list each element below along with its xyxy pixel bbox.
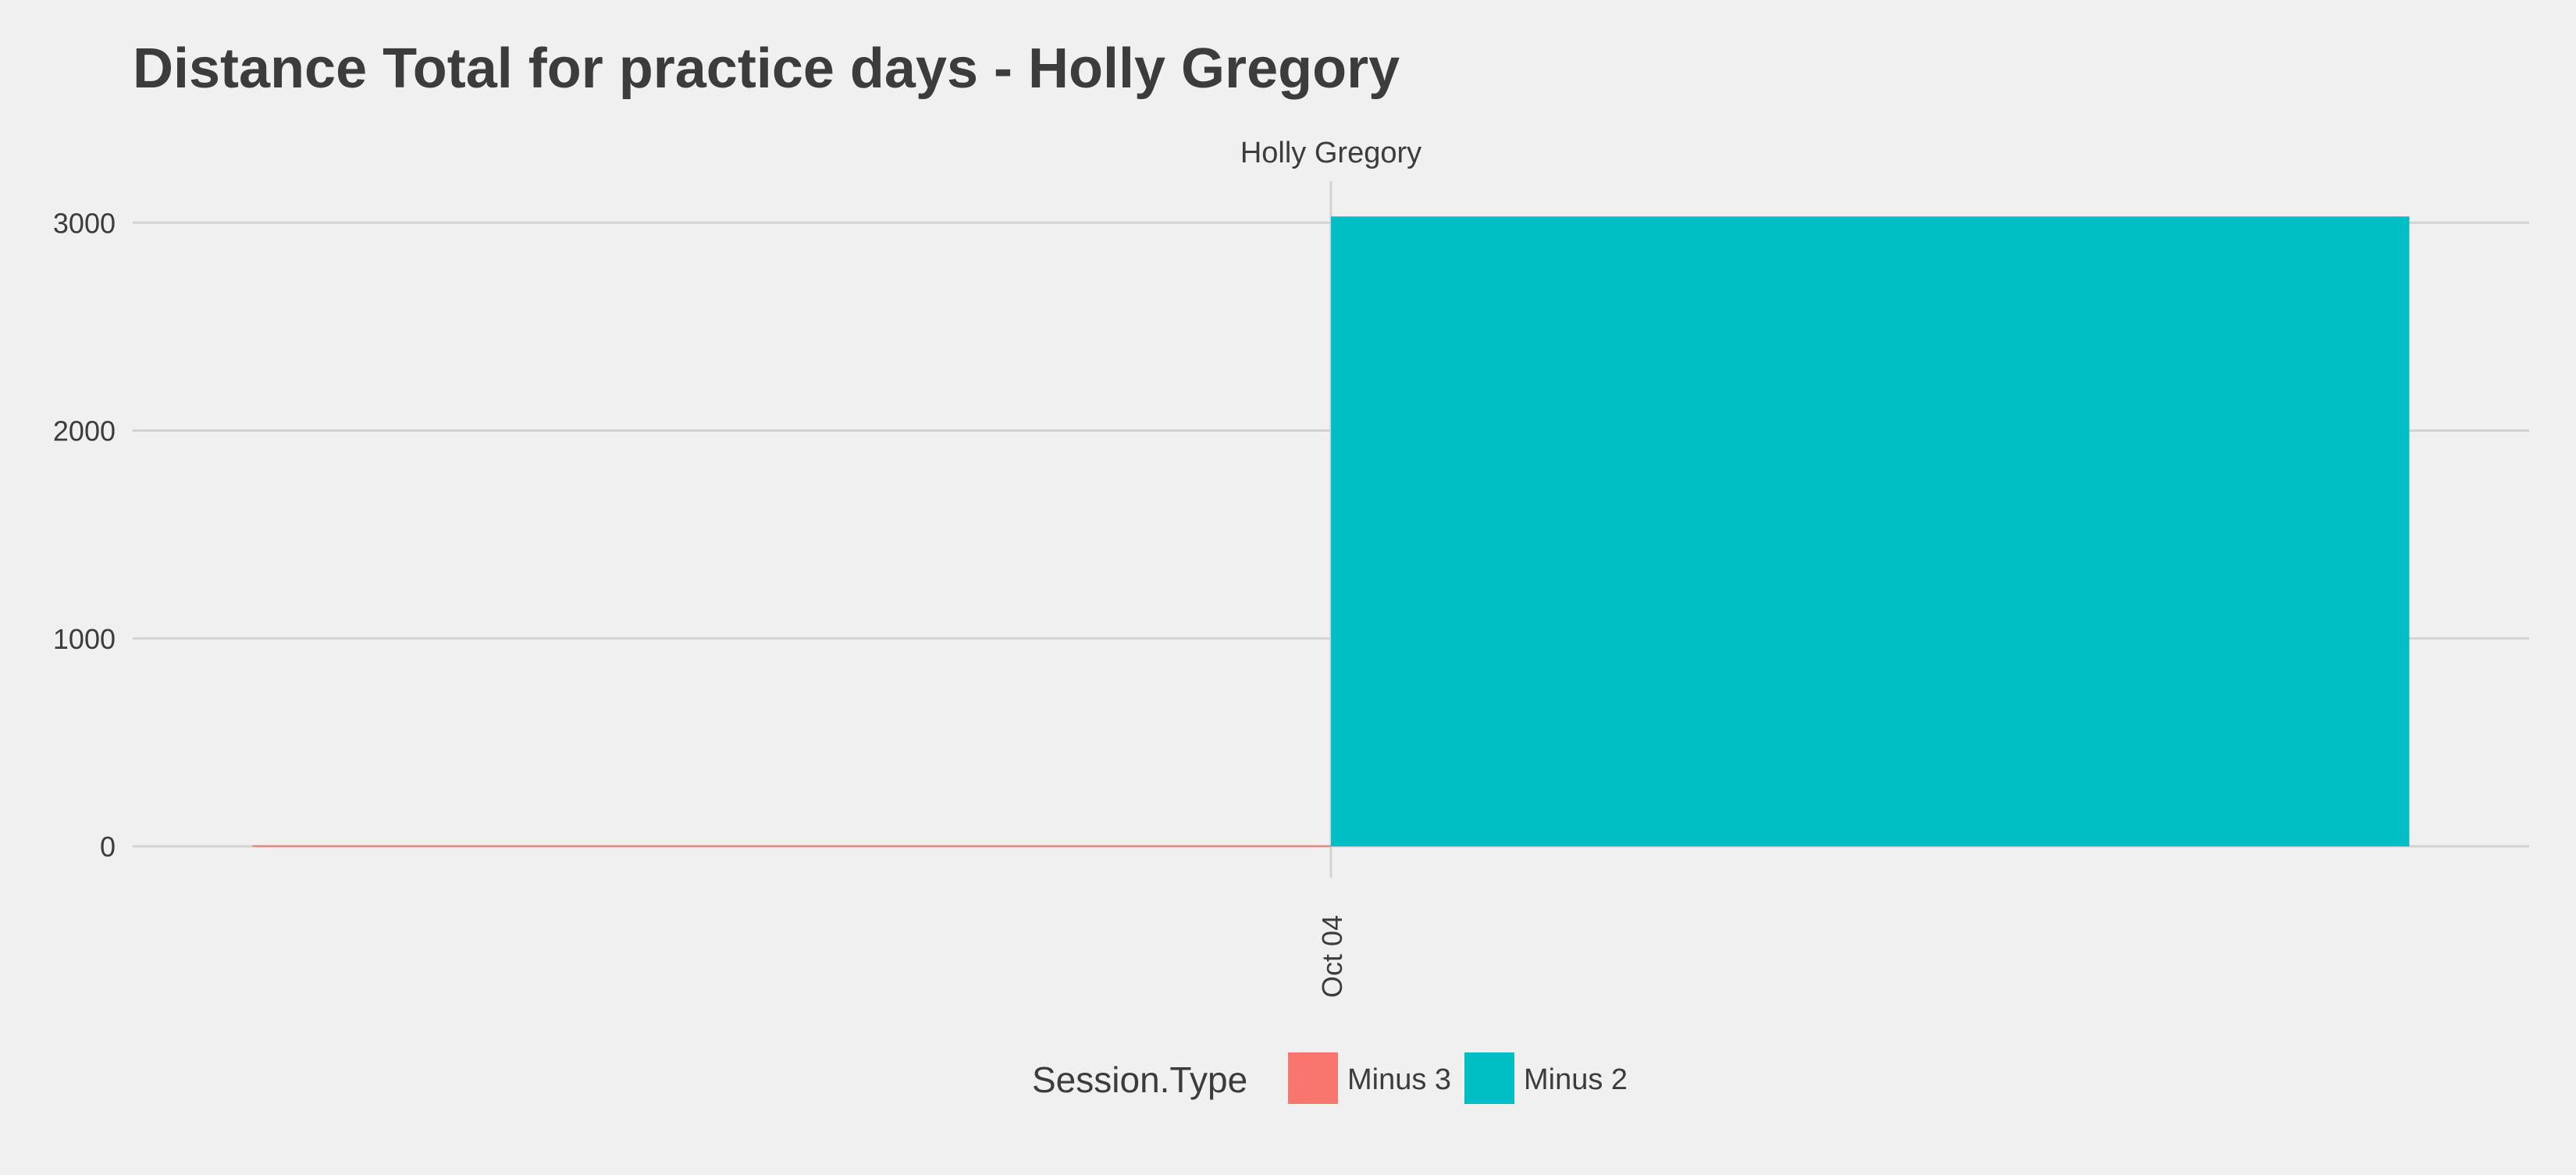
y-tick-label: 0 [100, 831, 116, 863]
facet-label: Holly Gregory [1240, 137, 1421, 169]
legend-title: Session.Type [1032, 1059, 1247, 1100]
y-tick-label: 3000 [53, 207, 116, 239]
bar-layer [252, 216, 2410, 847]
legend: Session.Type Minus 3 Minus 2 [1032, 1052, 1628, 1104]
x-tick-label: Oct 04 [1316, 915, 1348, 998]
bar [252, 845, 1331, 847]
x-tick-layer: Oct 04 [1316, 915, 1348, 998]
legend-label: Minus 3 [1347, 1063, 1451, 1096]
y-tick-layer: 0 1000 2000 3000 [53, 207, 116, 863]
y-tick-label: 2000 [53, 415, 116, 447]
legend-label: Minus 2 [1524, 1063, 1628, 1096]
y-tick-label: 1000 [53, 623, 116, 655]
chart-title: Distance Total for practice days - Holly… [133, 37, 1400, 100]
bar [1331, 216, 2410, 847]
legend-key [1464, 1052, 1514, 1104]
legend-key [1288, 1052, 1338, 1104]
